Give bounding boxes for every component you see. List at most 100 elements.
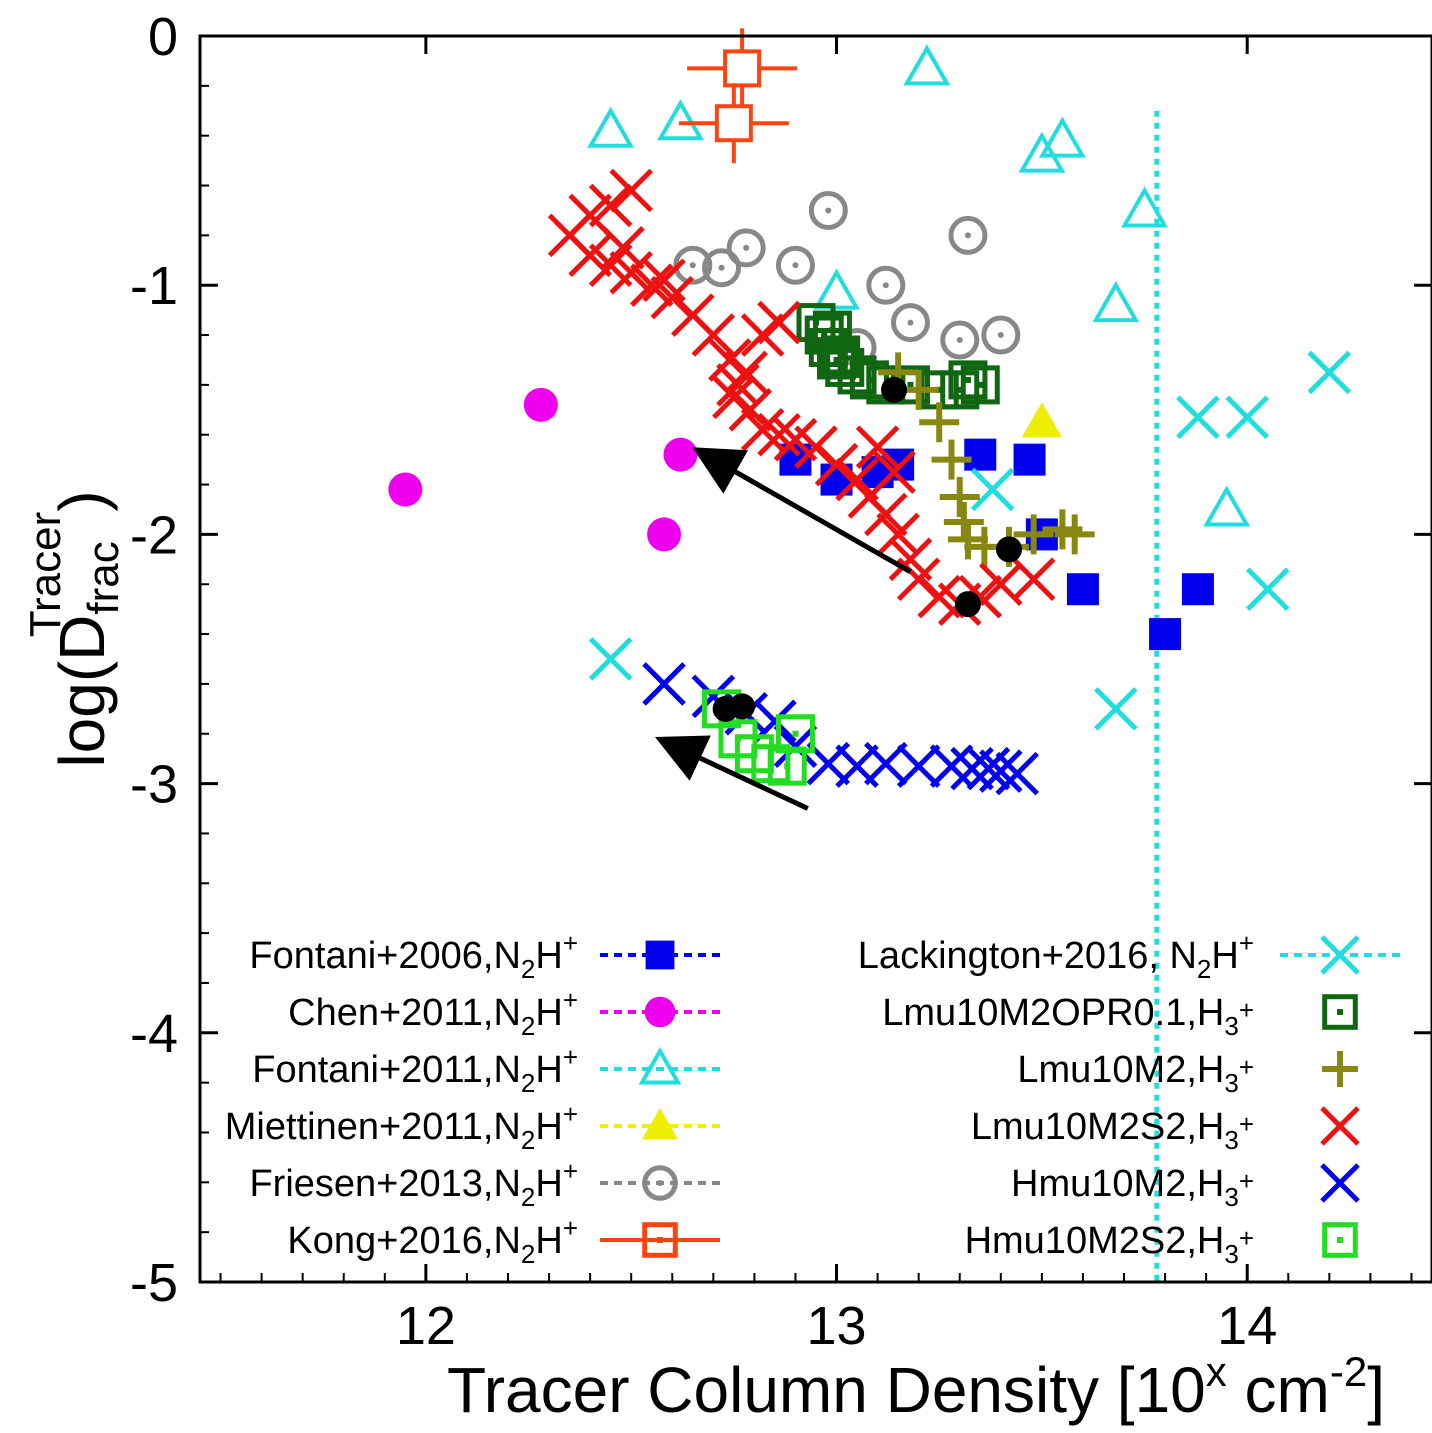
square-center-dot: [792, 730, 799, 737]
x-marker-b: [888, 537, 933, 582]
y-tick-label: 0: [148, 7, 178, 67]
annotation-arrow: [692, 447, 912, 574]
legend-label: Fontani+2006,N2H+: [249, 928, 578, 984]
x-marker-b: [1307, 350, 1352, 395]
x-marker-b: [872, 450, 916, 494]
black-point: [954, 591, 981, 618]
x-marker-b: [609, 250, 653, 295]
open-circle-marker: [940, 320, 980, 360]
filled-square-marker: [645, 940, 675, 970]
square-center-dot: [964, 376, 971, 383]
circle-center-dot: [689, 262, 696, 269]
x-tick-label: 14: [1217, 1296, 1277, 1356]
circle-center-dot: [882, 282, 889, 289]
series-Lmu10M2S2,H3+: [547, 168, 1056, 626]
open-circle-marker: [948, 215, 988, 255]
x-marker-b: [1094, 687, 1138, 731]
filled-circle-marker: [523, 387, 558, 422]
open-triangle-marker: [1092, 281, 1140, 323]
x-marker-b: [835, 744, 879, 788]
x-marker-b: [716, 363, 760, 407]
legend-label: Fontani+2011,N2H+: [252, 1042, 578, 1098]
open-circle-marker: [890, 303, 930, 343]
square-center-dot: [837, 351, 844, 358]
filled-circle-marker: [388, 472, 423, 507]
filled-square-marker: [1066, 573, 1099, 606]
x-tick-label: 12: [396, 1296, 456, 1356]
open-square-marker: [825, 347, 865, 387]
x-marker-b: [1011, 557, 1056, 602]
open-square-marker: [940, 370, 980, 410]
open-triangle-marker: [587, 106, 635, 148]
open-circle-marker: [981, 315, 1021, 355]
y-tick-label: -3: [130, 755, 178, 815]
x-marker-b: [1320, 1106, 1360, 1146]
circle-center-dot: [792, 262, 799, 269]
x-marker-b: [568, 233, 612, 278]
open-circle-marker: [866, 265, 906, 305]
y-tick-label: -1: [130, 256, 178, 316]
x-marker-b: [917, 574, 961, 619]
legend-symbol: [600, 996, 720, 1028]
x-marker-b: [588, 637, 633, 681]
circle-center-dot: [743, 244, 750, 251]
series-Fontani+2011,N2H+: [587, 44, 1251, 527]
square-center-dot: [907, 381, 914, 388]
x-marker-b: [588, 183, 633, 228]
legend-symbol: [1322, 1222, 1358, 1258]
open-circle-marker: [642, 1165, 678, 1201]
open-triangle-marker: [1203, 485, 1251, 527]
x-tick-label: 13: [806, 1296, 866, 1356]
filled-circle-marker: [663, 437, 698, 472]
square-center-dot: [829, 327, 836, 334]
x-axis-title: Tracer Column Density [10x cm-2]: [447, 1348, 1385, 1426]
legend-label: Kong+2016,N2H+: [287, 1213, 578, 1269]
open-circle-marker: [775, 245, 815, 285]
square-center-dot: [977, 381, 984, 388]
circle-center-dot: [657, 1180, 663, 1186]
x-marker-b: [691, 674, 736, 719]
legend-label: Lmu10M2,H3+: [1017, 1049, 1254, 1098]
x-marker-b: [691, 313, 736, 357]
x-marker-b: [979, 562, 1023, 607]
open-triangle-marker: [1038, 116, 1086, 158]
x-marker-b: [728, 388, 773, 432]
x-marker-b: [929, 744, 974, 788]
filled-square-marker: [1149, 618, 1182, 651]
open-circle-marker: [726, 228, 766, 268]
x-marker-b: [835, 457, 879, 502]
open-square-marker: [775, 714, 815, 754]
legend: Fontani+2006,N2H+Chen+2011,N2H+Fontani+2…: [225, 928, 1400, 1269]
legend-label: Hmu10M2,H3+: [1011, 1163, 1254, 1212]
x-marker-b: [995, 751, 1039, 796]
legend-label: Hmu10M2S2,H3+: [965, 1220, 1254, 1269]
x-marker-b: [773, 724, 818, 768]
legend-symbol: [600, 1108, 720, 1140]
legend-symbol: [1280, 935, 1400, 975]
x-marker-b: [1176, 395, 1220, 440]
open-square-marker: [714, 104, 753, 143]
x-marker-b: [629, 263, 674, 307]
open-square-marker: [960, 365, 1000, 405]
x-marker-b: [1245, 567, 1290, 611]
x-marker-b: [979, 749, 1023, 793]
square-center-dot: [1337, 1009, 1343, 1015]
x-marker-b: [712, 375, 756, 420]
x-marker-b: [568, 193, 612, 238]
filled-square-marker: [1181, 573, 1214, 606]
x-marker-b: [864, 741, 908, 786]
open-square-marker: [812, 310, 852, 350]
filled-circle-marker: [644, 996, 676, 1028]
legend-label: Friesen+2013,N2H+: [249, 1156, 578, 1212]
circle-center-dot: [997, 332, 1004, 339]
x-marker-b: [642, 258, 686, 302]
square-center-dot: [841, 364, 848, 371]
series-Kong+2016,N2H+: [678, 28, 798, 164]
filled-triangle-marker: [642, 1108, 678, 1140]
filled-square-marker: [1013, 443, 1046, 476]
open-square-marker: [642, 1222, 678, 1258]
filled-circle-marker: [647, 517, 682, 552]
legend-symbol: [600, 1165, 720, 1201]
open-circle-marker: [702, 248, 742, 288]
